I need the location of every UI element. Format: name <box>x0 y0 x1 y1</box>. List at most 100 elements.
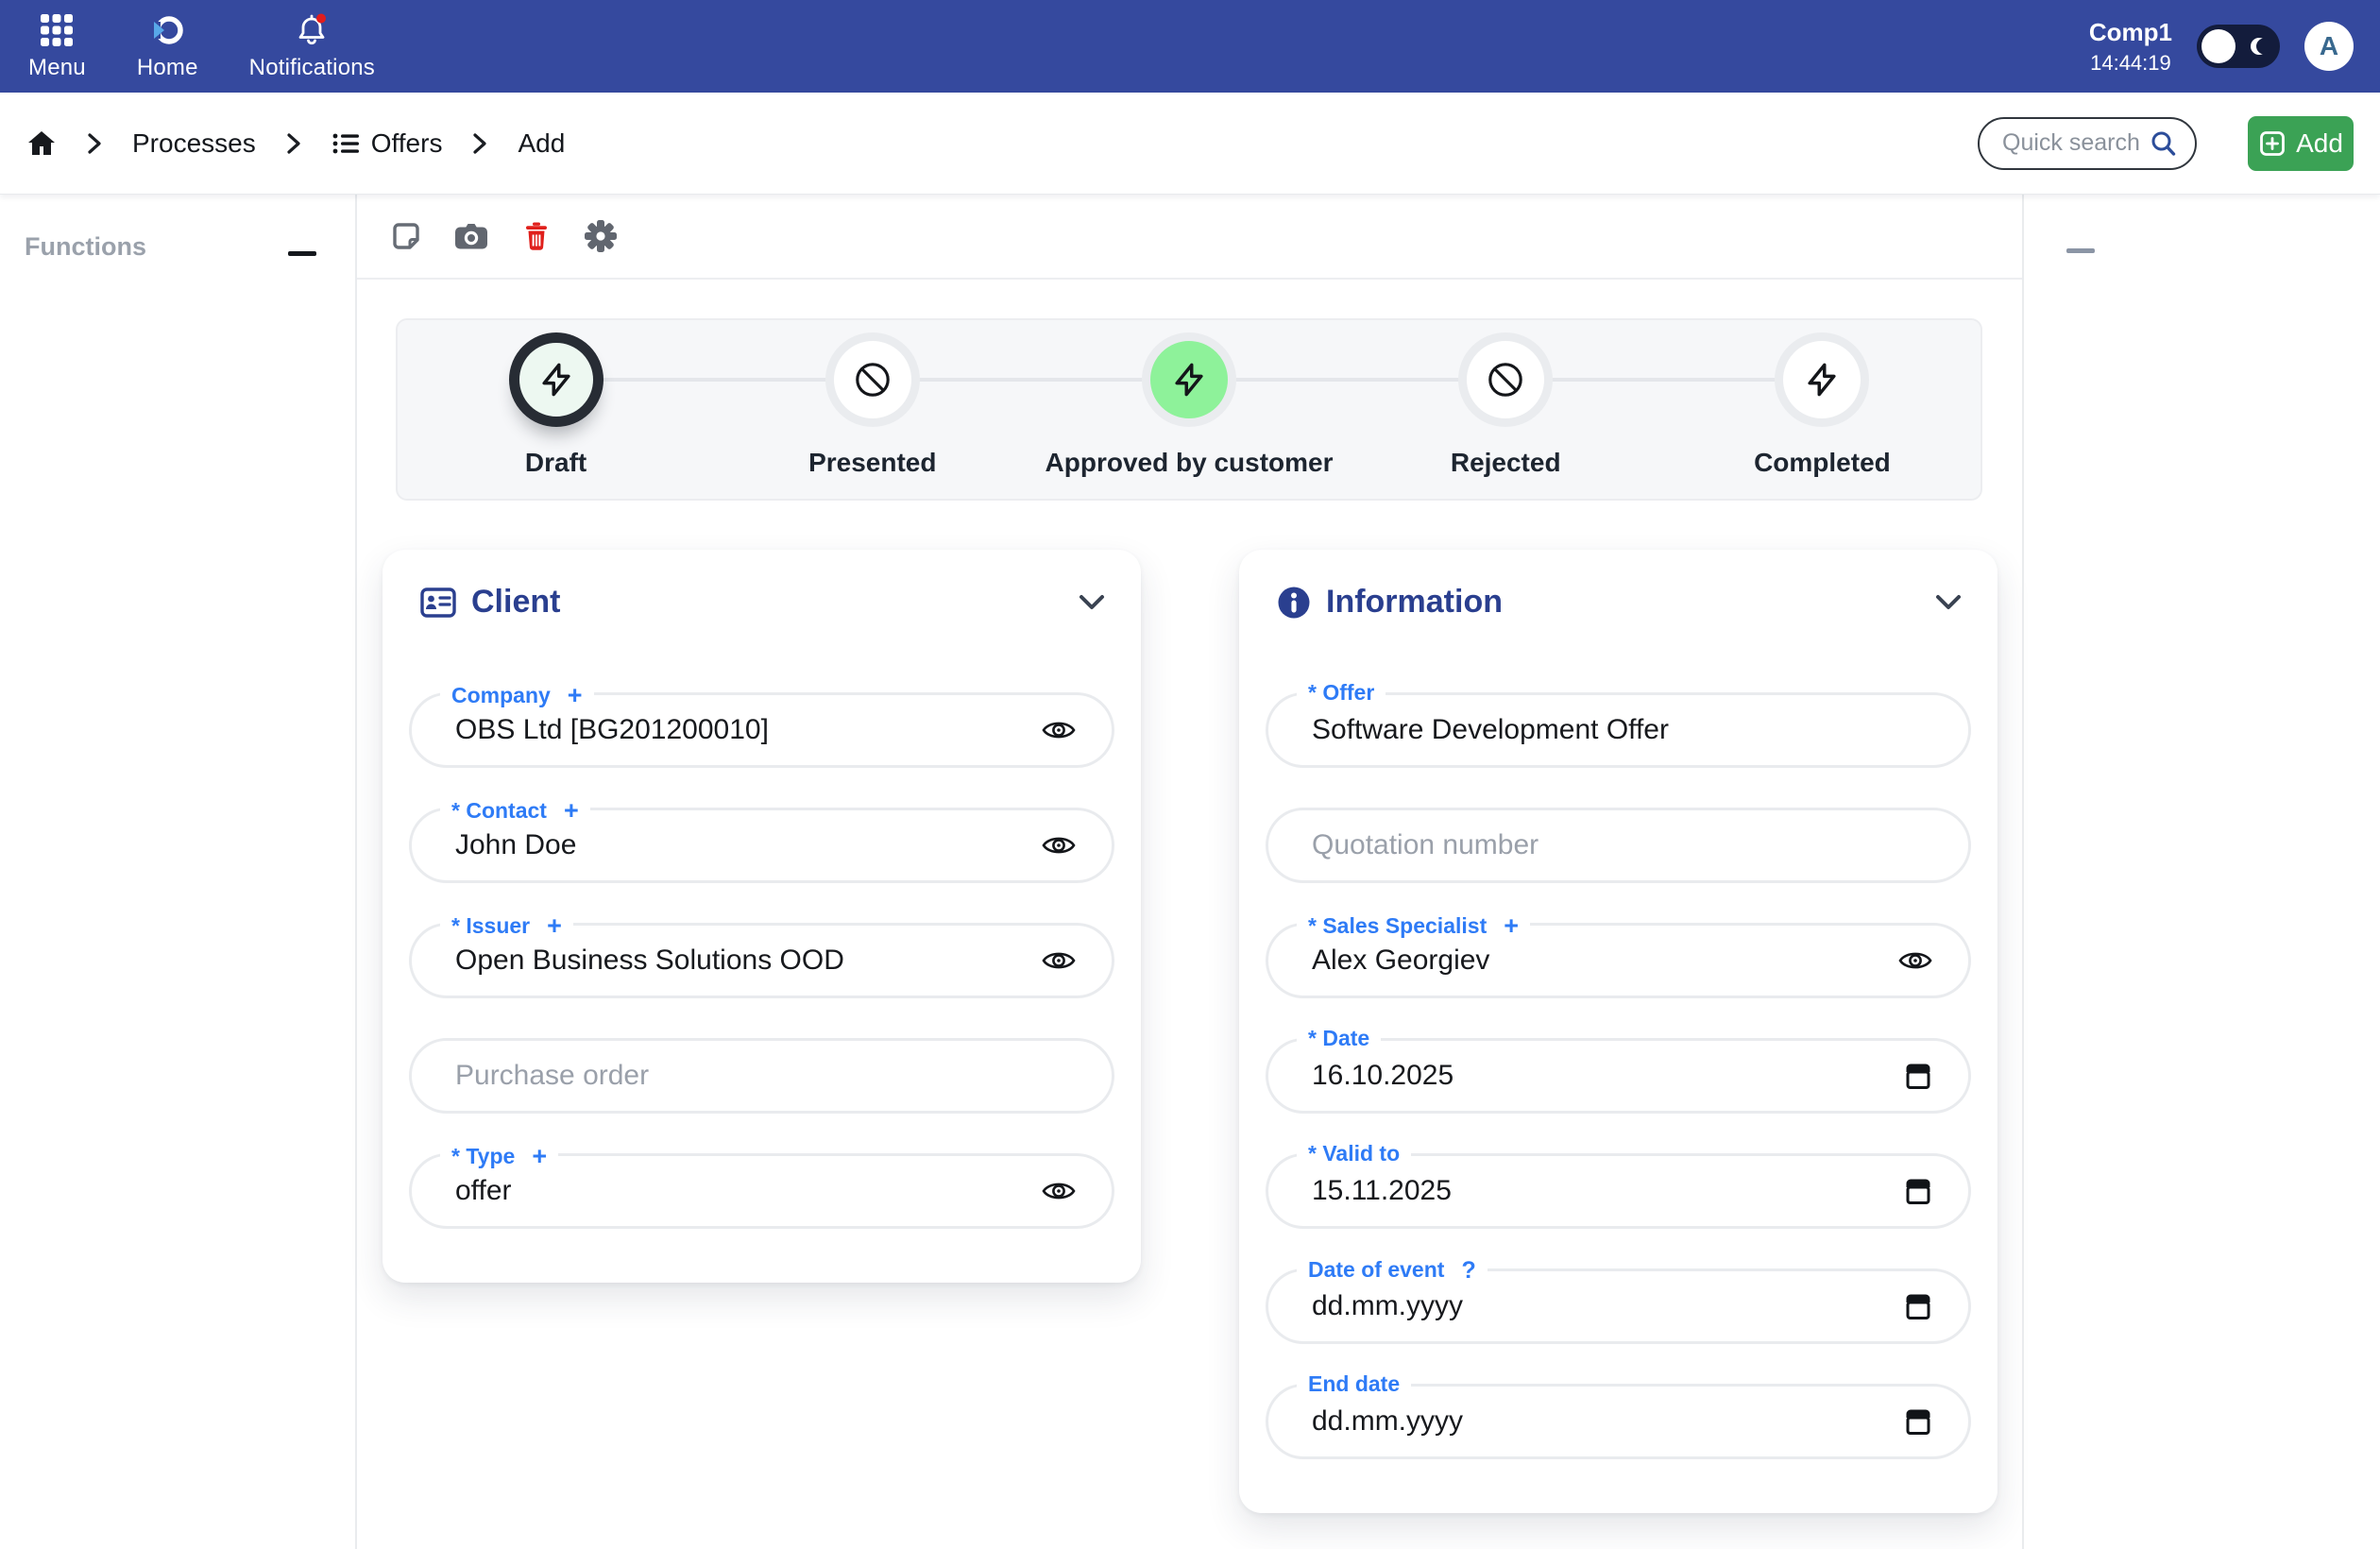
step-approved-circle[interactable] <box>1142 332 1236 427</box>
quotation-number-placeholder: Quotation number <box>1312 829 1538 861</box>
step-label: Approved by customer <box>1046 448 1334 478</box>
toggle-knob <box>2202 29 2236 63</box>
issuer-field[interactable]: * Issuer + Open Business Solutions OOD <box>409 923 1114 998</box>
end-date-label: End date <box>1297 1370 1411 1399</box>
plus-square-icon <box>2258 129 2286 158</box>
dark-mode-toggle[interactable] <box>2197 25 2280 68</box>
house-icon <box>26 129 57 158</box>
functions-title: Functions <box>25 232 146 262</box>
contact-value: John Doe <box>455 829 576 861</box>
search-icon[interactable] <box>2150 129 2178 158</box>
functions-panel: Functions <box>0 195 357 1549</box>
client-card-title: Client <box>471 584 560 621</box>
eye-icon[interactable] <box>1042 717 1076 743</box>
contact-field[interactable]: * Contact + John Doe <box>409 808 1114 883</box>
step-completed[interactable]: Completed <box>1664 332 1980 478</box>
step-approved-by-customer[interactable]: Approved by customer <box>1030 332 1347 478</box>
top-navbar: Menu Home Notifications <box>0 0 2380 93</box>
eye-icon[interactable] <box>1042 832 1076 859</box>
company-field[interactable]: Company + OBS Ltd [BG201200010] <box>409 692 1114 768</box>
breadcrumb-offers[interactable]: Offers <box>332 128 443 159</box>
list-icon <box>332 129 360 158</box>
home-button[interactable]: Home <box>137 12 198 81</box>
menu-button[interactable]: Menu <box>28 12 86 81</box>
functions-collapse-button[interactable] <box>288 251 316 256</box>
note-icon[interactable] <box>389 219 423 253</box>
step-label: Draft <box>525 448 586 478</box>
breadcrumb-processes[interactable]: Processes <box>132 128 256 159</box>
step-presented-circle[interactable] <box>825 332 920 427</box>
add-contact-icon[interactable]: + <box>564 794 579 827</box>
add-type-icon[interactable]: + <box>532 1140 547 1173</box>
trash-icon[interactable] <box>519 219 553 253</box>
eye-icon[interactable] <box>1042 947 1076 974</box>
valid-to-label: * Valid to <box>1297 1140 1411 1168</box>
camera-icon[interactable] <box>453 219 489 253</box>
notifications-button[interactable]: Notifications <box>249 12 375 81</box>
date-value: 16.10.2025 <box>1312 1060 1454 1092</box>
panel-collapse-button[interactable] <box>2066 248 2095 253</box>
contact-label: * Contact + <box>440 794 590 827</box>
calendar-icon[interactable] <box>1904 1406 1932 1437</box>
calendar-icon[interactable] <box>1904 1176 1932 1206</box>
type-value: offer <box>455 1175 512 1207</box>
quick-search-input[interactable]: Quick search <box>1978 117 2197 170</box>
menu-label: Menu <box>28 55 86 81</box>
chevron-down-icon[interactable] <box>1079 594 1105 611</box>
chevron-right-icon <box>286 132 301 155</box>
step-draft[interactable]: Draft <box>398 332 714 478</box>
home-label: Home <box>137 55 198 81</box>
main-content: Draft Presented <box>357 195 2022 1549</box>
gear-icon[interactable] <box>584 219 618 253</box>
step-label: Presented <box>808 448 936 478</box>
add-sales-specialist-icon[interactable]: + <box>1504 910 1519 943</box>
sales-specialist-value: Alex Georgiev <box>1312 945 1489 977</box>
step-draft-circle[interactable] <box>509 332 604 427</box>
info-icon <box>1277 586 1311 620</box>
date-label: * Date <box>1297 1025 1381 1053</box>
valid-to-field[interactable]: * Valid to 15.11.2025 <box>1266 1153 1971 1229</box>
add-issuer-icon[interactable]: + <box>547 910 562 943</box>
date-field[interactable]: * Date 16.10.2025 <box>1266 1038 1971 1114</box>
step-rejected-circle[interactable] <box>1458 332 1553 427</box>
breadcrumb-offers-label: Offers <box>371 128 443 159</box>
sales-specialist-field[interactable]: * Sales Specialist + Alex Georgiev <box>1266 923 1971 998</box>
eye-icon[interactable] <box>1898 947 1932 974</box>
add-company-icon[interactable]: + <box>568 679 583 712</box>
step-rejected[interactable]: Rejected <box>1348 332 1664 478</box>
company-label: Company + <box>440 679 594 712</box>
issuer-value: Open Business Solutions OOD <box>455 945 844 977</box>
offer-field[interactable]: * Offer Software Development Offer <box>1266 692 1971 768</box>
company-name: Comp1 <box>2089 18 2172 47</box>
help-icon[interactable]: ? <box>1461 1255 1475 1286</box>
end-date-value: dd.mm.yyyy <box>1312 1405 1463 1438</box>
notifications-label: Notifications <box>249 55 375 81</box>
offer-label: * Offer <box>1297 679 1386 707</box>
chevron-down-icon[interactable] <box>1935 594 1962 611</box>
offer-value: Software Development Offer <box>1312 714 1669 746</box>
menu-grid-icon <box>39 12 75 48</box>
record-toolbar <box>357 195 2022 280</box>
sales-specialist-label: * Sales Specialist + <box>1297 910 1530 943</box>
date-of-event-field[interactable]: Date of event ? dd.mm.yyyy <box>1266 1268 1971 1344</box>
breadcrumb-home[interactable] <box>26 129 57 158</box>
step-completed-circle[interactable] <box>1775 332 1869 427</box>
purchase-order-placeholder: Purchase order <box>455 1060 649 1092</box>
purchase-order-field[interactable]: Purchase order <box>409 1038 1114 1114</box>
add-button[interactable]: Add <box>2248 116 2354 171</box>
calendar-icon[interactable] <box>1904 1291 1932 1321</box>
eye-icon[interactable] <box>1042 1178 1076 1204</box>
end-date-field[interactable]: End date dd.mm.yyyy <box>1266 1384 1971 1459</box>
step-presented[interactable]: Presented <box>714 332 1030 478</box>
company-value: OBS Ltd [BG201200010] <box>455 714 769 746</box>
quotation-number-field[interactable]: Quotation number <box>1266 808 1971 883</box>
date-of-event-value: dd.mm.yyyy <box>1312 1290 1463 1322</box>
status-stepper: Draft Presented <box>396 318 1982 501</box>
avatar[interactable]: A <box>2304 22 2354 71</box>
type-label: * Type + <box>440 1140 558 1173</box>
valid-to-value: 15.11.2025 <box>1312 1175 1452 1207</box>
type-field[interactable]: * Type + offer <box>409 1153 1114 1229</box>
calendar-icon[interactable] <box>1904 1061 1932 1091</box>
company-block: Comp1 14:44:19 <box>2089 18 2172 76</box>
breadcrumb-add: Add <box>518 128 565 159</box>
